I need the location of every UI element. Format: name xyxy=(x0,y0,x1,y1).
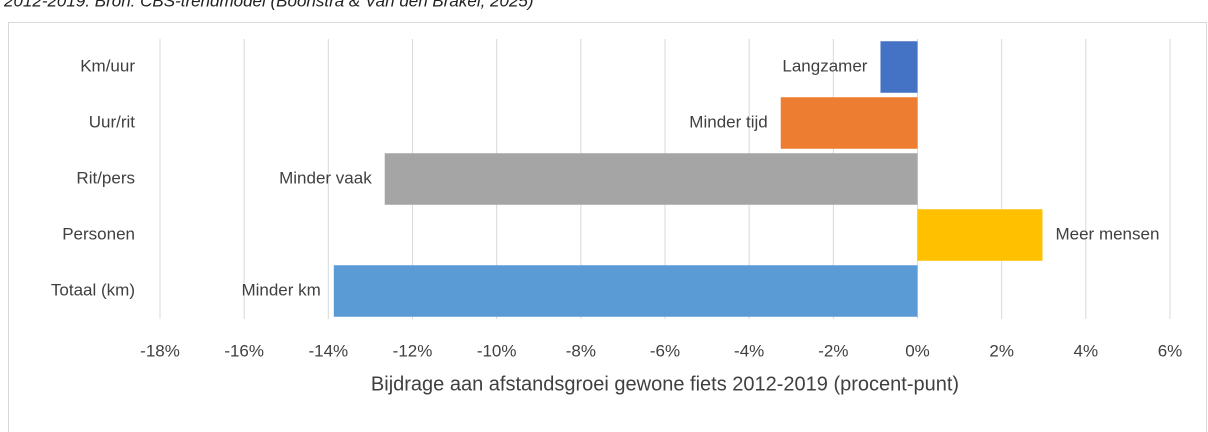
bar xyxy=(780,97,918,149)
y-tick-label: Personen xyxy=(62,224,135,243)
x-tick-label: -4% xyxy=(734,341,764,360)
x-tick-label: -6% xyxy=(650,341,680,360)
x-tick-label: -14% xyxy=(308,341,348,360)
bar xyxy=(917,209,1043,261)
x-tick-label: -16% xyxy=(224,341,264,360)
bar xyxy=(880,41,918,93)
bar-label: Meer mensen xyxy=(1055,224,1159,243)
chart-border xyxy=(8,22,1207,432)
bar-label: Minder vaak xyxy=(279,168,372,187)
x-tick-label: -12% xyxy=(393,341,433,360)
x-tick-label: -2% xyxy=(818,341,848,360)
x-tick-label: 6% xyxy=(1158,341,1183,360)
x-tick-label: -8% xyxy=(566,341,596,360)
y-tick-label: Km/uur xyxy=(80,56,135,75)
x-tick-label: 2% xyxy=(989,341,1014,360)
x-tick-label: -10% xyxy=(477,341,517,360)
x-tick-label: 4% xyxy=(1074,341,1099,360)
bar-label: Minder km xyxy=(241,280,320,299)
bar xyxy=(333,265,918,317)
bar-label: Minder tijd xyxy=(689,112,767,131)
x-axis-label: Bijdrage aan afstandsgroei gewone fiets … xyxy=(371,373,959,395)
x-tick-label: 0% xyxy=(905,341,930,360)
x-tick-label: -18% xyxy=(140,341,180,360)
y-tick-label: Totaal (km) xyxy=(51,280,135,299)
bar xyxy=(384,153,918,205)
bar-label: Langzamer xyxy=(782,56,867,75)
y-tick-label: Uur/rit xyxy=(89,112,136,131)
y-tick-label: Rit/pers xyxy=(76,168,135,187)
caption: 2012-2019. Bron: CBS-trendmodel (Boonstr… xyxy=(3,0,534,10)
